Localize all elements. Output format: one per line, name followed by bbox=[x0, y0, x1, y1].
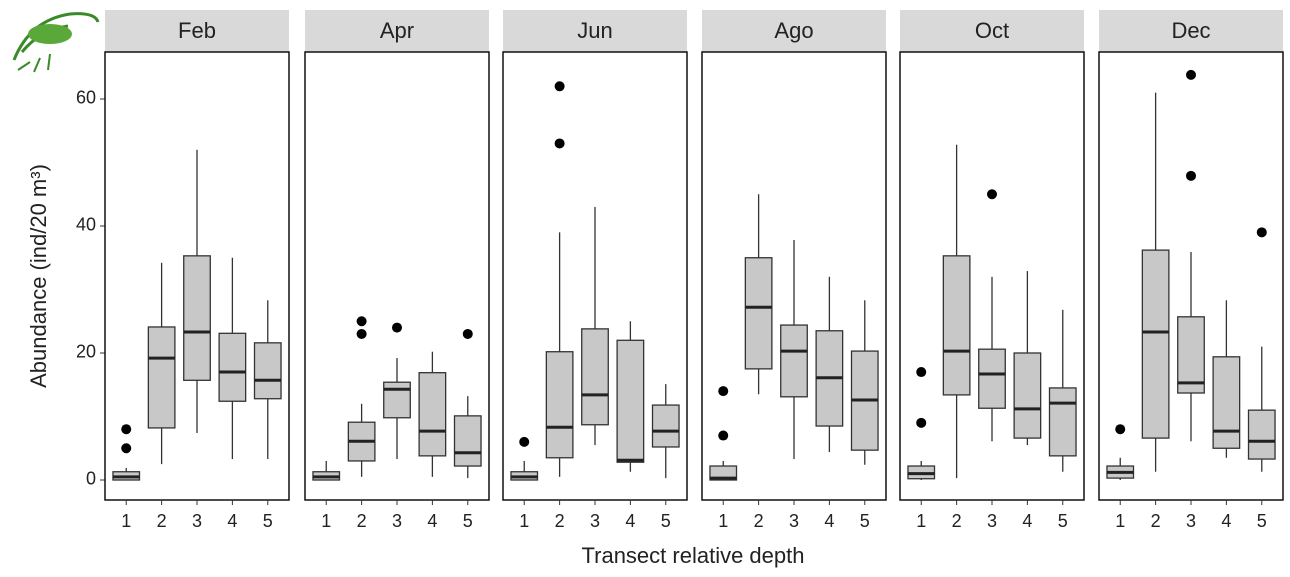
x-tick-label: 3 bbox=[1186, 511, 1196, 531]
x-tick-label: 2 bbox=[754, 511, 764, 531]
outlier bbox=[462, 328, 473, 339]
strip bbox=[105, 10, 289, 52]
outlier bbox=[1256, 227, 1267, 238]
x-tick-label: 5 bbox=[661, 511, 671, 531]
x-tick-label: 2 bbox=[1151, 511, 1161, 531]
x-tick-label: 5 bbox=[463, 511, 473, 531]
x-tick-label: 2 bbox=[952, 511, 962, 531]
x-tick-label: 5 bbox=[860, 511, 870, 531]
box bbox=[183, 255, 211, 381]
box bbox=[545, 351, 574, 459]
x-tick-label: 1 bbox=[121, 511, 131, 531]
box bbox=[253, 342, 282, 400]
x-axis-label: Transect relative depth bbox=[582, 543, 805, 568]
x-tick-label: 1 bbox=[718, 511, 728, 531]
x-tick-label: 4 bbox=[1022, 511, 1032, 531]
y-axis-label: Abundance (ind/20 m³) bbox=[26, 164, 51, 388]
box bbox=[147, 326, 176, 429]
y-tick-label: 60 bbox=[76, 88, 96, 108]
outlier bbox=[718, 430, 729, 441]
facet-title: Oct bbox=[975, 18, 1009, 43]
x-tick-label: 3 bbox=[590, 511, 600, 531]
outlier bbox=[519, 436, 530, 447]
box bbox=[1212, 356, 1241, 449]
x-tick-label: 5 bbox=[1058, 511, 1068, 531]
x-tick-label: 3 bbox=[789, 511, 799, 531]
box bbox=[1177, 316, 1205, 394]
outlier bbox=[554, 81, 565, 92]
x-tick-label: 3 bbox=[192, 511, 202, 531]
facet-title: Ago bbox=[774, 18, 813, 43]
box bbox=[616, 339, 645, 463]
outlier bbox=[916, 367, 927, 378]
x-tick-label: 3 bbox=[392, 511, 402, 531]
outlier bbox=[718, 386, 729, 397]
box bbox=[651, 404, 680, 448]
box bbox=[1013, 352, 1042, 439]
x-tick-label: 1 bbox=[916, 511, 926, 531]
x-tick-label: 4 bbox=[427, 511, 437, 531]
logo bbox=[12, 12, 100, 73]
outlier bbox=[1186, 170, 1196, 181]
facet-title: Apr bbox=[380, 18, 414, 43]
box bbox=[383, 381, 411, 419]
box bbox=[418, 372, 447, 457]
y-tick-label: 40 bbox=[76, 215, 96, 235]
outlier bbox=[987, 189, 997, 200]
x-tick-label: 3 bbox=[987, 511, 997, 531]
strip bbox=[1099, 10, 1283, 52]
box bbox=[1048, 387, 1077, 457]
strip bbox=[305, 10, 489, 52]
outlier bbox=[1186, 69, 1196, 80]
x-tick-label: 4 bbox=[227, 511, 237, 531]
x-tick-label: 1 bbox=[1115, 511, 1125, 531]
outlier bbox=[916, 417, 927, 428]
outlier bbox=[121, 424, 132, 435]
outlier bbox=[1115, 424, 1126, 435]
box bbox=[780, 324, 808, 398]
box bbox=[581, 328, 609, 426]
outlier bbox=[554, 138, 565, 149]
box bbox=[942, 255, 971, 396]
x-tick-label: 2 bbox=[157, 511, 167, 531]
box bbox=[978, 348, 1006, 409]
strip bbox=[503, 10, 687, 52]
outlier bbox=[356, 328, 367, 339]
y-tick-label: 0 bbox=[86, 469, 96, 489]
y-tick-label: 20 bbox=[76, 342, 96, 362]
x-tick-label: 2 bbox=[555, 511, 565, 531]
box bbox=[218, 332, 247, 402]
x-tick-label: 5 bbox=[263, 511, 273, 531]
facet-title: Feb bbox=[178, 18, 216, 43]
box bbox=[453, 415, 482, 467]
box bbox=[1247, 409, 1276, 460]
x-tick-label: 4 bbox=[1221, 511, 1231, 531]
x-tick-label: 1 bbox=[519, 511, 529, 531]
box bbox=[744, 257, 773, 370]
strip bbox=[900, 10, 1084, 52]
strip bbox=[702, 10, 886, 52]
box bbox=[1141, 249, 1170, 439]
outlier bbox=[392, 322, 402, 333]
outlier bbox=[121, 443, 132, 454]
outlier bbox=[356, 316, 367, 327]
x-tick-label: 4 bbox=[625, 511, 635, 531]
x-tick-label: 4 bbox=[824, 511, 834, 531]
box bbox=[709, 465, 738, 481]
x-tick-label: 2 bbox=[357, 511, 367, 531]
x-tick-label: 1 bbox=[321, 511, 331, 531]
facet-title: Jun bbox=[577, 18, 612, 43]
x-tick-label: 5 bbox=[1257, 511, 1267, 531]
facet-title: Dec bbox=[1171, 18, 1210, 43]
